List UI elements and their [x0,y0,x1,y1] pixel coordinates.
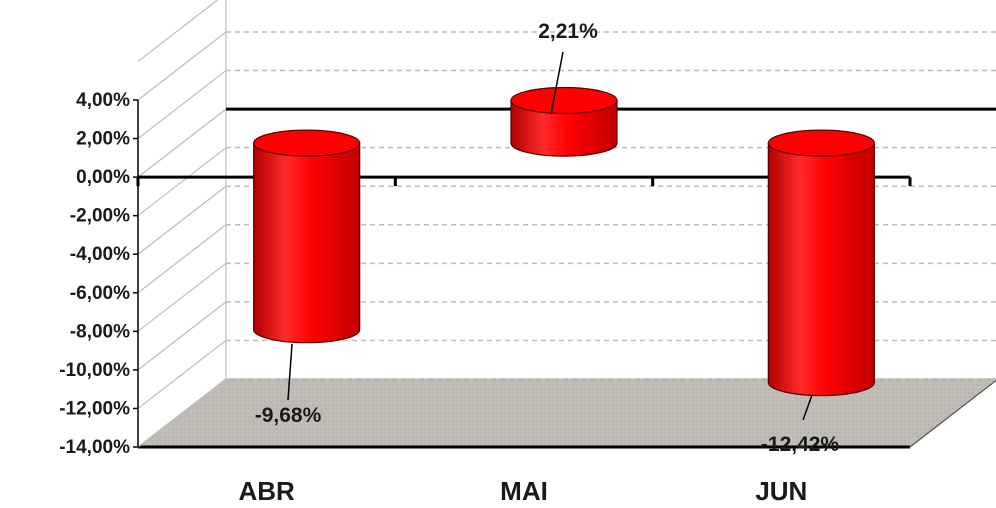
bar-top [253,129,361,157]
leader-line [802,394,813,421]
x-category-label: MAI [500,476,548,506]
bar-body [767,142,875,397]
y-tick-label: 0,00% [76,167,130,188]
sidewall-gridline [137,301,227,371]
bar-abr [253,129,361,344]
y-tick-label: 2,00% [76,129,130,150]
sidewall-gridline [137,185,227,255]
sidewall-gridline [137,262,227,332]
y-tick-label: -6,00% [70,283,130,304]
data-label: 2,21% [538,20,598,43]
y-tick-label: -4,00% [70,244,130,265]
y-tick-label: -12,00% [59,398,130,419]
y-tick-label: -8,00% [70,321,130,342]
x-category-label: ABR [238,476,295,506]
y-tick-label: -10,00% [59,360,130,381]
y-tick-label: 4,00% [76,90,130,111]
y-tick-label: -14,00% [59,437,130,458]
leader-line [287,343,293,401]
bar-body [510,99,618,157]
sidewall-gridline [137,224,227,294]
bar-jun [767,129,875,397]
sidewall-gridline [137,378,227,448]
data-label: -12,42% [761,433,840,456]
bar-top [767,129,875,157]
leader-line [550,51,564,115]
floor-side-edge [909,379,996,448]
sidewall-gridline [137,339,227,409]
bar-mai [510,86,618,157]
y-tick-label: -2,00% [70,206,130,227]
bar-top [510,86,618,115]
sidewall-gridline [137,31,227,101]
sidewall-gridline [137,147,227,217]
data-label: -9,68% [255,404,322,427]
sidewall-gridline [137,0,219,62]
bar-body [253,142,361,344]
x-category-label: JUN [755,476,807,506]
sidewall-gridline [137,108,227,178]
sidewall-gridline [137,70,227,140]
